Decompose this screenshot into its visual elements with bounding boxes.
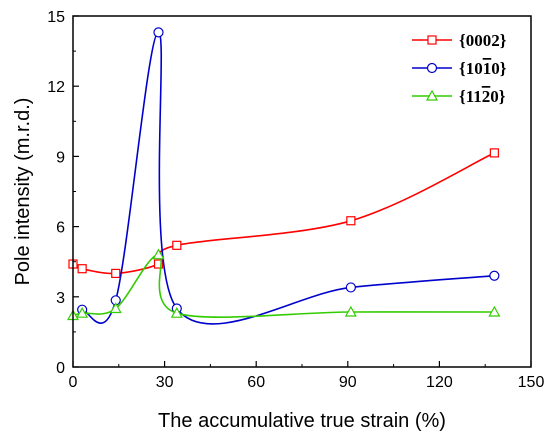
data-point [109,302,122,314]
series-line [72,253,495,318]
data-point [111,268,121,278]
legend-item: {0002} [412,31,507,50]
series-line [72,152,495,275]
plot-area [66,27,501,325]
series-group [66,248,501,321]
data-point [425,89,439,101]
y-tick-label: 6 [56,220,65,237]
y-tick-label: 0 [56,360,65,377]
x-tick-label: 150 [518,374,545,391]
data-point [427,35,437,45]
x-tick-label: 30 [156,374,174,391]
data-point [77,264,87,274]
data-point [346,216,356,226]
series-line [81,31,495,325]
data-point [170,306,183,318]
legend-label: {1120} [459,87,506,106]
data-point [426,62,438,74]
legend: {0002} {1010} {1120} [412,31,507,106]
y-tick-label: 12 [47,79,65,96]
legend-label: {1010} [459,59,507,78]
legend-item: {1010} [412,59,507,78]
legend-item: {1120} [412,87,506,106]
data-point [344,305,357,317]
y-tick-label: 9 [56,149,65,166]
series-group [68,148,499,278]
x-tick-label: 120 [426,374,453,391]
data-point [489,148,499,158]
data-point [152,248,165,260]
data-point [488,305,501,317]
x-tick-label: 60 [247,374,265,391]
y-tick-label: 3 [56,290,65,307]
x-tick-label: 90 [339,374,357,391]
series-group [77,27,500,325]
data-point [172,240,182,250]
axes: 0 30 60 90 120 150 0 3 6 9 12 15 [47,9,544,391]
data-point [153,259,164,269]
x-tick-label: 0 [69,374,78,391]
y-tick-label: 15 [47,9,65,26]
data-point [76,306,89,318]
x-axis-title: The accumulative true strain (%) [158,410,446,432]
data-point [153,27,164,38]
legend-label: {0002} [459,31,507,50]
y-axis-title: Pole intensity (m.r.d.) [12,98,34,286]
data-point [489,270,500,281]
data-point [345,282,356,293]
